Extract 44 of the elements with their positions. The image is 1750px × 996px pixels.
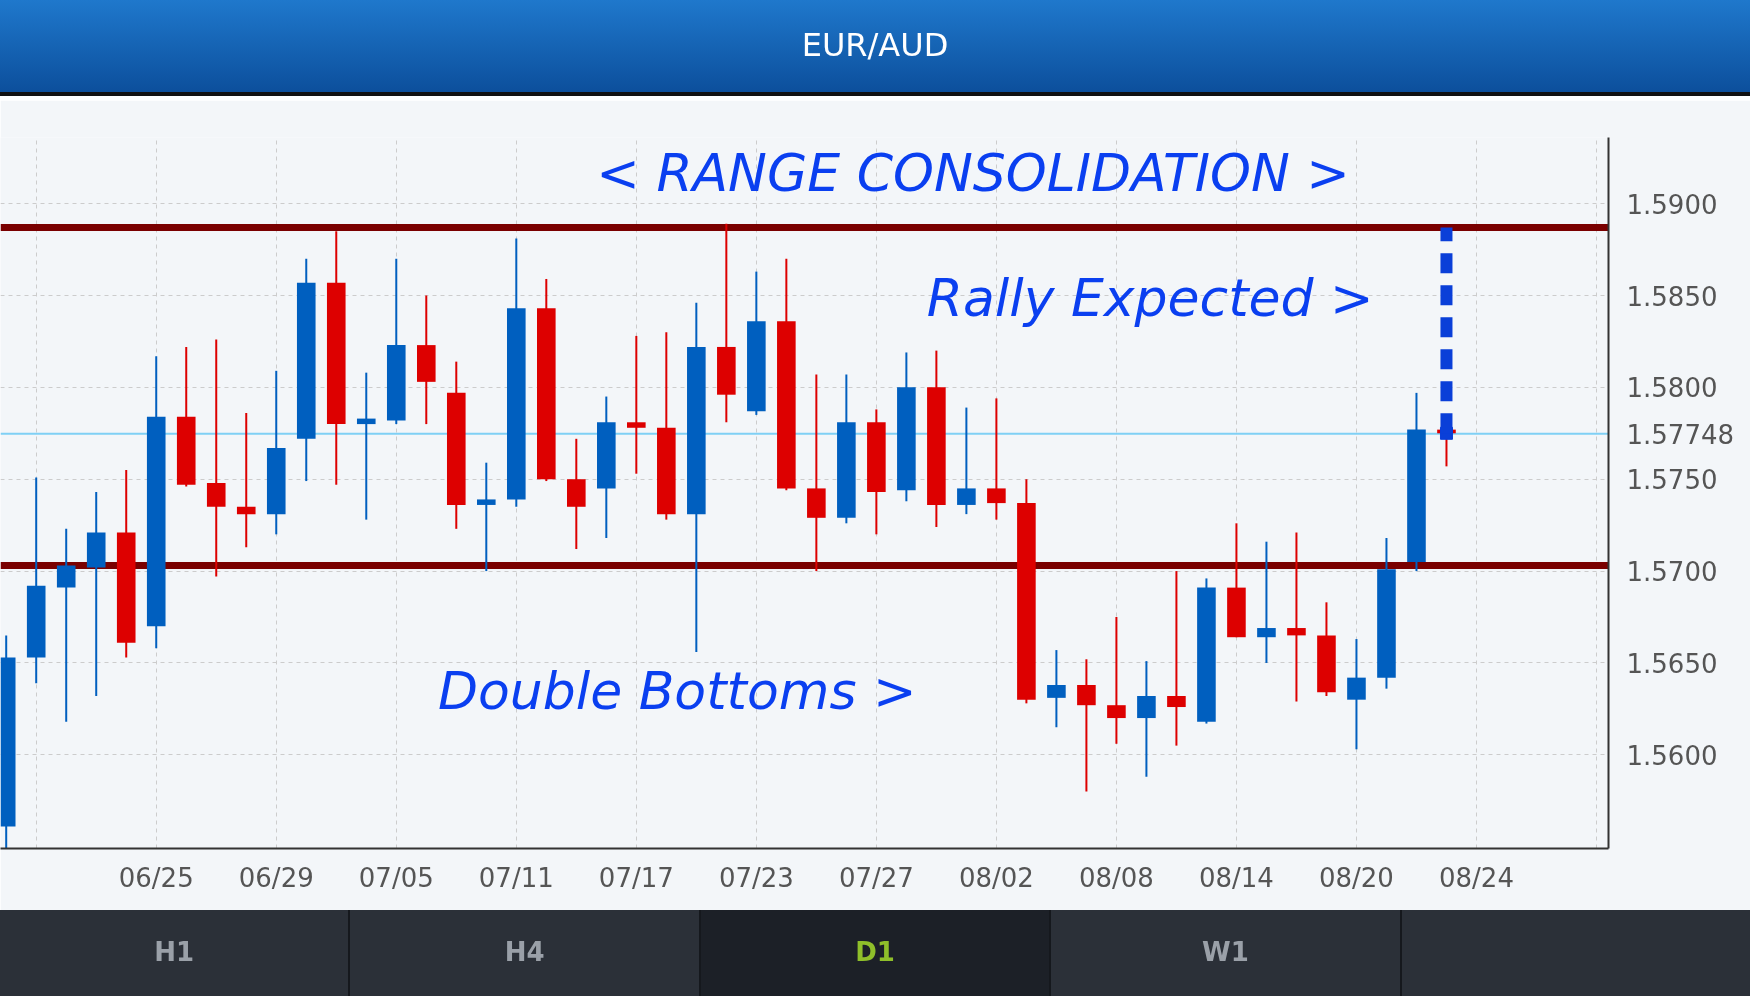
x-tick-label: 06/29 [238,862,314,893]
candlestick [1287,531,1306,703]
x-tick-label: 08/20 [1318,862,1394,893]
x-tick-label: 08/02 [958,862,1034,893]
candlestick [1167,570,1186,747]
candlestick [1077,658,1096,793]
x-tick-label: 07/17 [598,862,674,893]
chart-title: EUR/AUD [0,0,1750,96]
candlestick [987,397,1006,521]
candlestick [957,406,976,516]
text: W1 [1051,910,1402,996]
annotation: < RANGE CONSOLIDATION > [596,143,1350,204]
candlestick [1107,616,1126,745]
x-tick-label: 07/23 [718,862,794,893]
y-tick-label: 1.5700 [1626,557,1718,588]
x-tick-label: 08/24 [1439,862,1514,893]
candlestick [1137,660,1156,778]
candlestick [206,338,226,578]
text: D1 [700,910,1052,996]
x-tick-label: 07/11 [478,862,554,893]
ref-line-label: 1.57748 [1626,419,1735,450]
y-tick-label: 1.5800 [1626,373,1718,404]
candlestick [1257,540,1276,664]
candlestick [356,371,376,521]
y-tick-label: 1.5900 [1626,189,1718,220]
candlestick [236,412,256,549]
x-tick-label: 06/25 [118,862,194,893]
x-tick-label: 07/05 [358,862,434,893]
text: H1 [0,910,351,996]
y-tick-label: 1.5750 [1626,465,1718,496]
candlestick [627,334,646,475]
candlestick [1047,649,1066,729]
y-tick-label: 1.5650 [1626,648,1718,679]
y-tick-label: 1.5850 [1626,281,1718,312]
candlestick [1347,638,1366,751]
x-tick-label: 07/27 [838,862,914,893]
x-tick-label: 08/08 [1078,862,1154,893]
candlestick [56,527,76,723]
candlestick [476,461,496,573]
x-tick-label: 08/14 [1198,862,1274,893]
annotation: Rally Expected > [926,268,1374,329]
y-tick-label: 1.5600 [1626,740,1718,771]
annotation: Double Bottoms > [437,660,917,721]
text: H4 [350,910,701,996]
